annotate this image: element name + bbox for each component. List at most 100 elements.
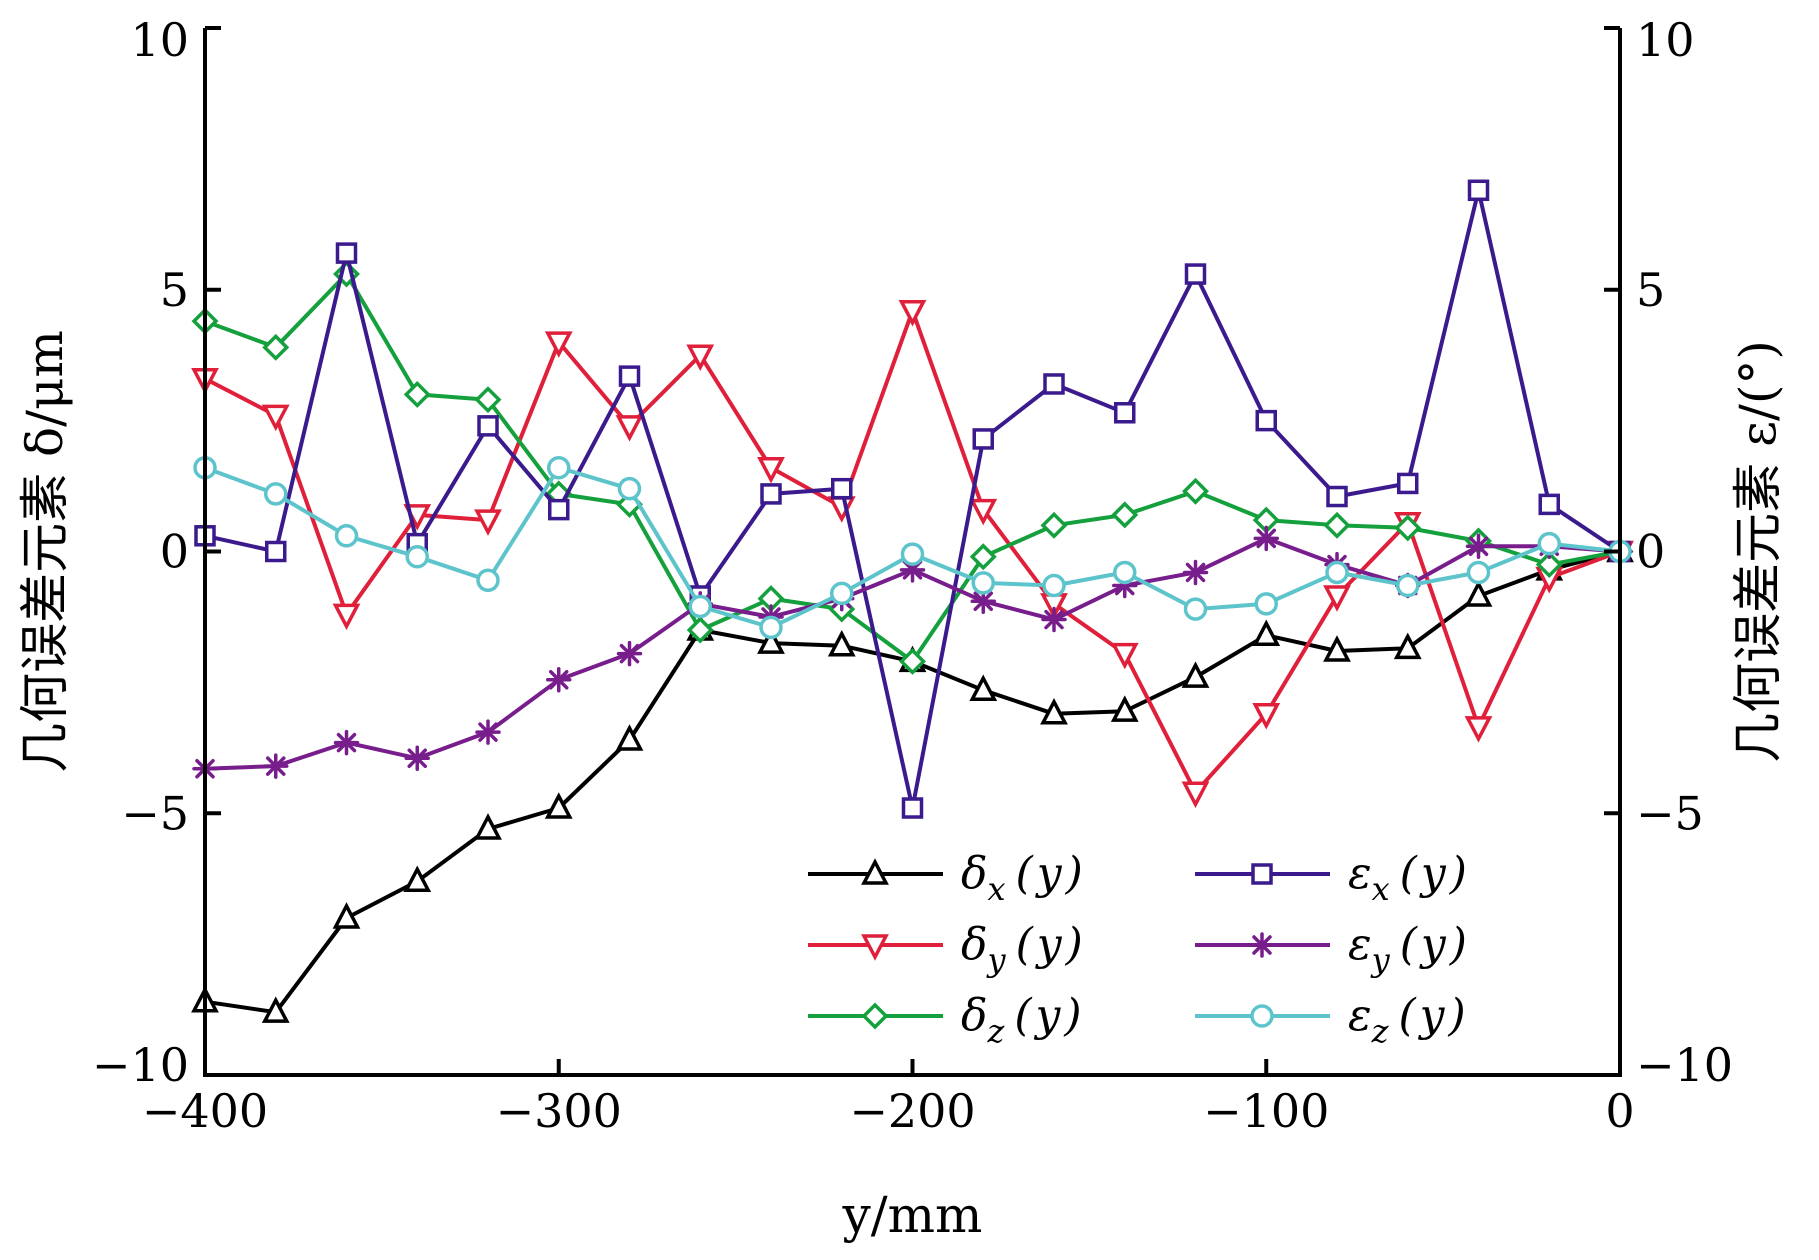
data-point	[1042, 573, 1066, 598]
x-tick-label: −300	[496, 1084, 622, 1138]
data-point	[757, 456, 785, 484]
data-point	[1537, 531, 1561, 556]
data-point	[404, 745, 430, 772]
data-point	[1464, 580, 1493, 607]
legend-label: εx (y)	[1348, 848, 1467, 908]
data-point	[1111, 501, 1139, 529]
data-point	[899, 647, 926, 675]
data-point	[686, 616, 714, 644]
data-point	[1182, 559, 1209, 586]
data-point	[1110, 642, 1139, 670]
legend-item: δz (y)	[808, 990, 1082, 1050]
data-point	[1252, 703, 1281, 730]
data-point	[1326, 485, 1348, 508]
data-point	[261, 996, 290, 1023]
data-point	[332, 603, 361, 631]
data-point	[335, 242, 358, 264]
series-layer	[191, 179, 1634, 1023]
data-point	[1040, 698, 1068, 725]
legend-marker	[861, 1002, 889, 1030]
data-point	[900, 542, 925, 566]
y-tick-label-right: 0	[1636, 525, 1665, 579]
y-tick-label-right: 5	[1636, 263, 1665, 317]
legend-label: εz (y)	[1348, 990, 1466, 1050]
data-point	[830, 581, 854, 606]
data-point	[263, 753, 289, 779]
x-tick-label: 0	[1605, 1084, 1634, 1138]
data-point	[1466, 560, 1491, 585]
data-point	[474, 509, 502, 536]
legend-marker	[1250, 1004, 1274, 1028]
y-axis-title-left: 几何误差元素 δ/μm	[16, 330, 74, 773]
axis-labels: 10 105 50 0−5 −5−10 −10−400 −300 −200 −100 0y/mm几…	[16, 13, 1787, 1244]
data-point	[1043, 373, 1065, 395]
data-point	[475, 719, 501, 745]
data-point	[1183, 597, 1208, 621]
data-point	[1325, 560, 1349, 585]
data-point	[1396, 573, 1420, 598]
y-tick-label-right: −10	[1636, 1038, 1733, 1092]
data-point	[1253, 525, 1279, 552]
data-point	[1538, 493, 1560, 516]
data-point	[1397, 472, 1419, 495]
y-tick-label-right: 10	[1636, 13, 1695, 67]
x-tick-label: −200	[849, 1084, 975, 1138]
data-point	[969, 543, 997, 571]
data-point	[403, 380, 431, 408]
x-axis-title: y/mm	[842, 1186, 983, 1244]
data-point	[334, 524, 359, 548]
data-point	[1041, 606, 1067, 633]
data-point	[476, 568, 500, 593]
y-tick-label-left: 0	[160, 525, 189, 579]
data-point	[1113, 560, 1137, 585]
legend-label: εy (y)	[1348, 919, 1467, 979]
data-point	[759, 615, 783, 640]
y-tick-label-left: 10	[130, 13, 189, 67]
data-point	[971, 571, 995, 595]
data-point	[1467, 179, 1490, 202]
data-point	[544, 792, 573, 819]
y-tick-label-left: −5	[121, 786, 189, 840]
data-point	[477, 415, 499, 437]
data-point	[544, 331, 573, 358]
data-point	[548, 498, 570, 521]
data-point	[1535, 551, 1563, 579]
data-point	[688, 594, 712, 619]
series-z-epsilon	[193, 455, 1632, 640]
y-tick-label-left: 5	[160, 263, 189, 317]
axes-frame	[203, 26, 1622, 1077]
data-point	[898, 299, 927, 327]
data-point	[1114, 402, 1136, 424]
data-point	[333, 729, 360, 756]
legend-item: δx (y)	[808, 848, 1083, 908]
data-point	[474, 813, 502, 840]
data-point	[265, 540, 287, 563]
legend-item: δy (y)	[808, 919, 1083, 979]
data-point	[1182, 477, 1209, 505]
data-point	[1465, 533, 1492, 560]
data-point	[1040, 511, 1068, 539]
data-point	[1394, 514, 1422, 542]
legend-label: δx (y)	[961, 848, 1083, 908]
data-point	[1110, 695, 1139, 722]
data-point	[403, 865, 432, 893]
y-axis-title-right: 几何误差元素 ε/(°)	[1729, 340, 1787, 763]
data-point	[901, 797, 924, 819]
x-tick-label: −400	[142, 1084, 268, 1138]
data-point	[615, 415, 644, 442]
legend-marker	[1249, 932, 1275, 958]
data-point	[1181, 781, 1210, 809]
series-x-epsilon	[194, 179, 1631, 819]
data-point	[972, 428, 994, 450]
data-point	[969, 498, 998, 526]
y-tick-label-right: −5	[1636, 786, 1704, 840]
data-point	[757, 627, 785, 654]
data-point	[617, 476, 642, 501]
data-point	[262, 333, 290, 361]
data-point	[1255, 409, 1277, 432]
legend-label: δz (y)	[961, 990, 1082, 1050]
y-tick-label-left: −10	[92, 1038, 189, 1092]
data-point	[760, 483, 782, 505]
data-point	[1323, 635, 1351, 662]
data-point	[474, 386, 502, 414]
